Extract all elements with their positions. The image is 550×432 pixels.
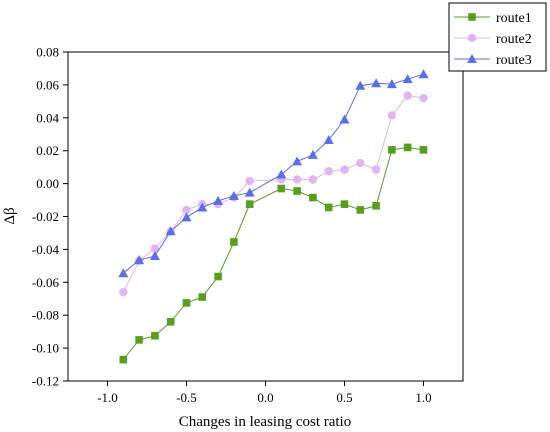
route1-point bbox=[198, 293, 207, 301]
x-tick-label: -0.5 bbox=[176, 390, 197, 405]
x-axis: -1.0 -0.5 0.0 0.5 1.0 bbox=[97, 381, 432, 405]
route1-point bbox=[135, 336, 143, 344]
route2-point bbox=[371, 165, 381, 174]
route2-point bbox=[387, 111, 397, 120]
route1-point bbox=[230, 238, 238, 246]
x-tick-label: 0.0 bbox=[257, 390, 273, 405]
y-tick-label: 0.00 bbox=[36, 176, 59, 191]
legend-label: route1 bbox=[496, 11, 532, 26]
y-tick-label: -0.06 bbox=[32, 275, 60, 290]
series-layer bbox=[118, 69, 429, 364]
route3-point bbox=[118, 268, 129, 278]
route2-point bbox=[403, 91, 412, 100]
route3-point bbox=[371, 78, 382, 88]
route1-point bbox=[151, 331, 159, 340]
route1-point bbox=[309, 193, 317, 202]
route2-point bbox=[356, 158, 365, 168]
route3-point bbox=[197, 202, 208, 212]
route3-point bbox=[418, 69, 429, 79]
legend-label: route3 bbox=[496, 53, 532, 68]
route3-point bbox=[149, 250, 160, 260]
legend-marker bbox=[467, 33, 477, 43]
series-route3 bbox=[118, 69, 429, 278]
route2-point bbox=[182, 205, 191, 215]
route2-point bbox=[340, 165, 349, 174]
y-tick-label: -0.02 bbox=[32, 209, 59, 224]
route3-point bbox=[276, 169, 287, 179]
route3-point bbox=[181, 212, 192, 222]
legend-marker bbox=[467, 54, 477, 63]
legend: route1 route2 route3 bbox=[448, 2, 547, 72]
y-tick-label: -0.08 bbox=[32, 308, 59, 323]
route2-point bbox=[245, 176, 254, 186]
route1-point bbox=[324, 203, 333, 212]
route3-point bbox=[134, 255, 145, 265]
route3-line bbox=[122, 73, 424, 274]
route1-point bbox=[419, 146, 428, 154]
y-axis: -0.12 -0.10 -0.08 -0.06 -0.04 -0.02 0.00 0.02 0.… bbox=[32, 45, 68, 389]
route1-point bbox=[293, 187, 301, 195]
y-axis-title: Δβ bbox=[2, 207, 18, 224]
route2-point bbox=[150, 244, 160, 253]
route1-point bbox=[372, 202, 380, 210]
y-tick-label: 0.06 bbox=[36, 77, 59, 92]
route3-point bbox=[402, 74, 413, 84]
route1-point bbox=[245, 200, 254, 208]
route1-point bbox=[356, 206, 365, 214]
plot-frame bbox=[67, 51, 464, 382]
route2-point bbox=[292, 175, 302, 184]
route3-point bbox=[244, 187, 255, 197]
route1-point bbox=[119, 355, 128, 364]
legend-item-route3: route3 bbox=[454, 53, 532, 68]
legend-item-route1: route1 bbox=[454, 11, 532, 26]
y-tick-label: -0.12 bbox=[32, 374, 59, 389]
route1-point bbox=[166, 317, 175, 326]
legend-label: route2 bbox=[496, 32, 532, 47]
y-tick-label: -0.04 bbox=[32, 242, 60, 257]
route3-point bbox=[355, 80, 366, 90]
route3-point bbox=[339, 114, 350, 124]
y-tick-label: 0.04 bbox=[36, 110, 59, 125]
route3-point bbox=[386, 79, 397, 89]
route2-point bbox=[324, 167, 333, 176]
route1-point bbox=[277, 184, 286, 193]
series-route2 bbox=[119, 91, 428, 297]
legend-marker bbox=[468, 13, 476, 21]
route1-point bbox=[340, 200, 349, 208]
y-tick-label: 0.08 bbox=[36, 45, 59, 60]
legend-item-route2: route2 bbox=[454, 32, 532, 47]
route2-point bbox=[308, 175, 318, 184]
route3-point bbox=[323, 135, 334, 145]
x-axis-title: Changes in leasing cost ratio bbox=[179, 414, 351, 430]
y-tick-label: 0.02 bbox=[36, 143, 59, 158]
route3-point bbox=[307, 149, 318, 159]
route3-point bbox=[213, 195, 224, 205]
y-tick-label: -0.10 bbox=[32, 341, 59, 356]
route2-line bbox=[122, 95, 424, 293]
x-tick-label: 0.5 bbox=[336, 390, 352, 405]
x-tick-label: -1.0 bbox=[97, 390, 118, 405]
route1-point bbox=[214, 272, 222, 281]
route1-point bbox=[182, 299, 191, 307]
series-route1 bbox=[119, 143, 428, 364]
route3-point bbox=[165, 226, 176, 236]
route2-point bbox=[419, 93, 428, 103]
route3-point bbox=[292, 156, 303, 166]
route3-point bbox=[228, 190, 239, 200]
route2-point bbox=[119, 287, 128, 297]
route1-point bbox=[388, 146, 396, 154]
x-tick-label: 1.0 bbox=[415, 390, 431, 405]
legend-box bbox=[448, 2, 547, 72]
route1-point bbox=[403, 143, 412, 152]
